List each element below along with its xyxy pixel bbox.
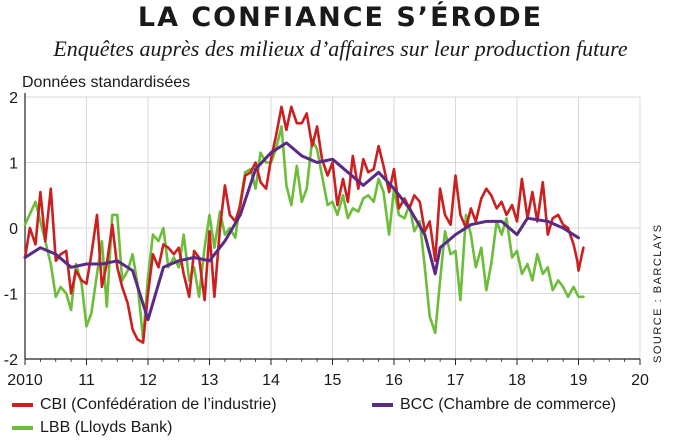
y-tick-label: 2: [9, 90, 18, 107]
legend-item-bcc: BCC (Chambre de commerce): [372, 396, 616, 414]
legend-label-lbb: LBB (Lloyds Bank): [40, 419, 173, 436]
legend-label-cbi: CBI (Confédération de l’industrie): [40, 396, 277, 413]
y-tick-label: -1: [4, 287, 18, 304]
legend-swatch-bcc: [372, 403, 393, 407]
legend-swatch-lbb: [12, 426, 33, 430]
series-line-cbi: [23, 105, 585, 344]
legend-item-cbi: CBI (Confédération de l’industrie): [12, 396, 277, 414]
x-tick-label: 13: [201, 372, 219, 389]
legend-swatch-cbi: [12, 403, 33, 407]
series-line-lbb: [23, 125, 585, 341]
x-tick-label: 12: [139, 372, 157, 389]
y-tick-label: 0: [9, 221, 18, 238]
series-lines: [23, 105, 585, 344]
x-tick-label: 2010: [7, 372, 43, 389]
x-tick-label: 11: [78, 372, 95, 389]
chart-subtitle: Enquêtes auprès des milieux d’affaires s…: [53, 36, 628, 61]
x-tick-label: 15: [324, 372, 342, 389]
chart-title: LA CONFIANCE S’ÉRODE: [137, 2, 544, 33]
x-tick-label: 20: [631, 372, 649, 389]
x-tick-label: 19: [570, 372, 588, 389]
legend-item-lbb: LBB (Lloyds Bank): [12, 419, 173, 437]
y-tick-label: -2: [4, 352, 18, 369]
series-line-bcc: [23, 141, 580, 322]
source-note: SOURCE : BARCLAYS: [652, 223, 664, 363]
x-tick-label: 14: [262, 372, 280, 389]
x-tick-label: 18: [508, 372, 526, 389]
x-tick-label: 16: [385, 372, 403, 389]
y-axis-units-label: Données standardisées: [22, 74, 191, 91]
y-tick-label: 1: [9, 156, 18, 173]
x-tick-label: 17: [447, 372, 465, 389]
axes: [24, 93, 641, 365]
legend-label-bcc: BCC (Chambre de commerce): [400, 396, 617, 413]
